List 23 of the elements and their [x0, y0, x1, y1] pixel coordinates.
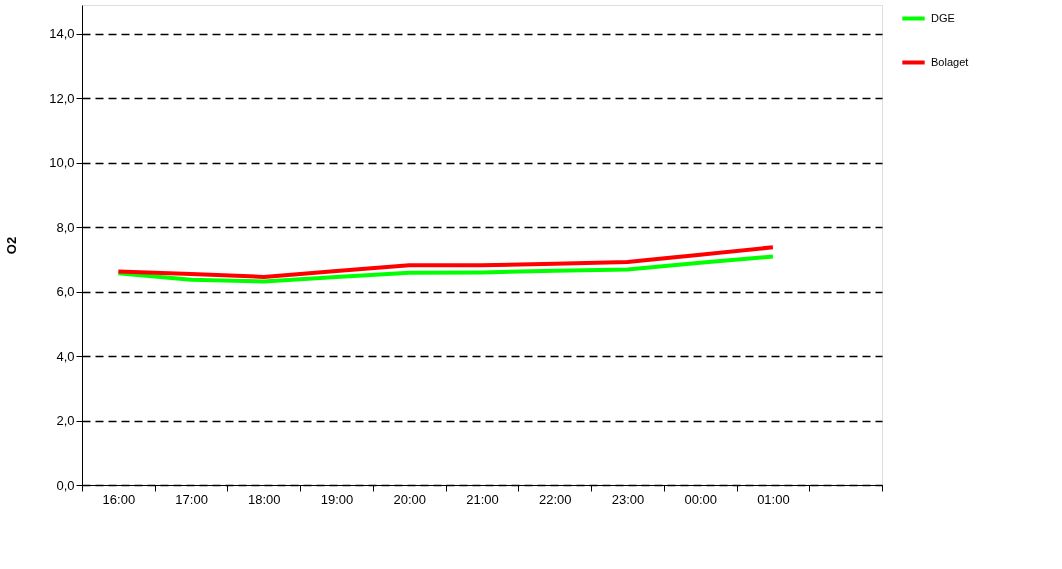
x-tick-label: 17:00	[175, 491, 208, 507]
y-tick-label: 2,0	[56, 413, 75, 429]
y-tick-label: 8,0	[56, 219, 75, 235]
x-tick-label: 23:00	[611, 491, 645, 507]
x-tick-label: 16:00	[102, 491, 136, 507]
y-axis-title: O2	[4, 236, 20, 255]
y-tick-label: 10,0	[49, 155, 75, 171]
line-series	[116, 254, 775, 284]
x-tick-label: 19:00	[320, 491, 354, 507]
x-tick-label: 00:00	[684, 491, 717, 507]
x-tick-label: 22:00	[538, 491, 572, 507]
line-series	[116, 245, 775, 279]
legend-label: Bolaget	[931, 55, 969, 68]
y-tick-label: 14,0	[49, 26, 75, 42]
y-tick-label: 12,0	[49, 90, 75, 106]
y-tick-label: 4,0	[56, 348, 75, 364]
x-tick-label: 01:00	[757, 491, 790, 507]
x-tick-label: 21:00	[466, 491, 499, 507]
x-tick-label: 20:00	[393, 491, 427, 507]
y-tick-label: 0,0	[56, 477, 75, 493]
x-tick-label: 18:00	[248, 491, 281, 507]
legend-label: DGE	[931, 11, 955, 24]
y-tick-label: 6,0	[56, 284, 75, 300]
